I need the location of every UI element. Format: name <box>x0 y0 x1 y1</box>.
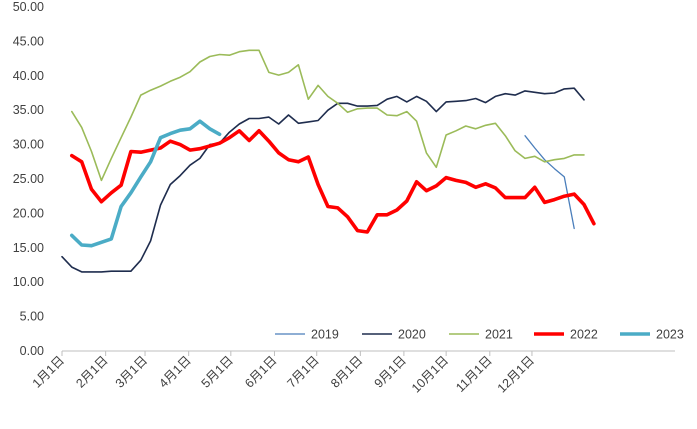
x-tick-label: 4月1日 <box>156 353 193 390</box>
x-tick-label: 2月1日 <box>73 353 110 390</box>
x-tick-label: 7月1日 <box>284 353 321 390</box>
x-tick-label: 5月1日 <box>199 353 236 390</box>
y-tick-label: 50.00 <box>13 0 44 14</box>
x-tick-label: 3月1日 <box>113 353 150 390</box>
legend-label-2020: 2020 <box>398 328 426 342</box>
x-tick-label: 12月1日 <box>495 353 537 395</box>
x-tick-label: 10月1日 <box>409 353 451 395</box>
series-line-2022 <box>70 129 596 234</box>
y-tick-label: 15.00 <box>13 241 44 255</box>
y-tick-label: 30.00 <box>13 138 44 152</box>
y-tick-label: 10.00 <box>13 275 44 289</box>
x-tick-label: 9月1日 <box>372 353 409 390</box>
series-line-2019 <box>524 135 575 230</box>
legend: 2019 2020 2021 2022 2023 <box>275 328 684 342</box>
series-line-2020 <box>61 87 585 273</box>
series-lines <box>61 49 596 273</box>
x-tick-label: 6月1日 <box>242 353 279 390</box>
x-axis-ticks: 1月1日 2月1日 3月1日 4月1日 5月1日 6月1日 7月1日 8月1日 9月1日 10月1… <box>30 351 537 396</box>
legend-label-2021: 2021 <box>485 328 513 342</box>
y-tick-label: 35.00 <box>13 103 44 117</box>
y-axis-ticks: 0.00 5.00 10.00 15.00 20.00 25.00 30.00 35.00 40… <box>13 0 44 358</box>
legend-label-2023: 2023 <box>656 328 684 342</box>
y-tick-label: 5.00 <box>20 310 44 324</box>
series-line-2021 <box>71 49 585 182</box>
x-tick-label: 11月1日 <box>453 353 495 395</box>
y-tick-label: 40.00 <box>13 69 44 83</box>
y-tick-label: 20.00 <box>13 206 44 220</box>
legend-label-2022: 2022 <box>570 328 598 342</box>
x-tick-label: 1月1日 <box>30 353 67 390</box>
x-tick-label: 8月1日 <box>328 353 365 390</box>
y-tick-label: 25.00 <box>13 172 44 186</box>
y-tick-label: 45.00 <box>13 34 44 48</box>
legend-label-2019: 2019 <box>311 328 339 342</box>
series-line-2023 <box>70 119 222 248</box>
y-tick-label: 0.00 <box>20 344 44 358</box>
